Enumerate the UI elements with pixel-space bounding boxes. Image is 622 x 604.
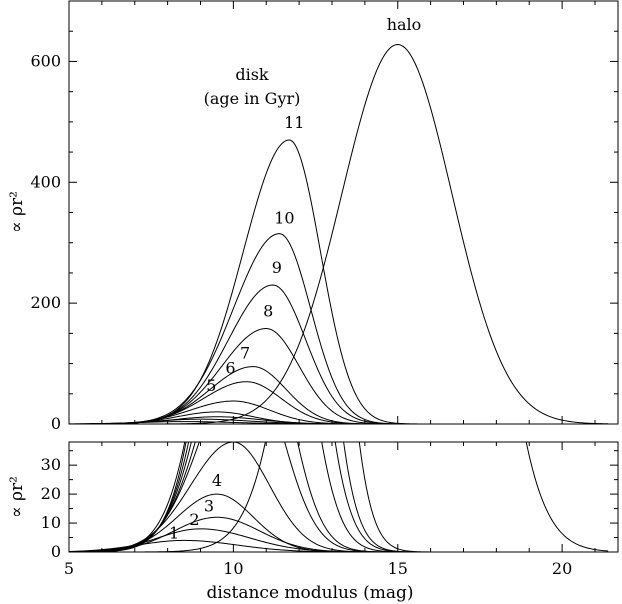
annotation-halo: halo	[387, 15, 422, 34]
lower-curves	[69, 442, 609, 552]
curve-label-5: 5	[206, 376, 216, 395]
series-line-lower-8	[69, 442, 609, 552]
upper-curves	[69, 44, 609, 424]
curve-label-lower-3: 3	[204, 496, 214, 515]
series-line-lower-9	[69, 442, 609, 552]
y-tick-label: 30	[41, 455, 61, 474]
annotation-age-in-gyr: (age in Gyr)	[204, 89, 301, 108]
upper-panel: 0 200 400 600 567 8 9 10 11 disk (age in Gyr) h…	[7, 0, 619, 433]
curve-label-7: 7	[240, 344, 250, 363]
series-line-halo	[69, 44, 609, 424]
y-tick-label: 400	[30, 172, 61, 191]
upper-curve-labels: 567 8 9 10 11	[206, 113, 304, 395]
y-tick-label: 200	[30, 293, 61, 312]
upper-y-axis-title: ∝ ρr²	[7, 191, 27, 233]
series-line-lower-6	[69, 442, 609, 552]
x-tick-label: 15	[388, 559, 408, 578]
series-line-lower-10	[69, 442, 609, 552]
series-line-11	[69, 139, 609, 424]
curve-label-10: 10	[274, 209, 294, 228]
series-line-10	[69, 233, 609, 424]
x-tick-label: 20	[552, 559, 572, 578]
curve-label-11: 11	[284, 113, 304, 132]
upper-ticks: 0 200 400 600	[30, 1, 618, 433]
series-line-lower-halo	[69, 442, 609, 552]
y-tick-label: 600	[30, 51, 61, 70]
series-line-9	[69, 284, 609, 424]
curve-label-6: 6	[225, 359, 235, 378]
series-line-lower-4	[69, 493, 609, 552]
curve-label-lower-4: 4	[212, 471, 222, 490]
lower-curve-labels: 123 4	[169, 471, 222, 542]
curve-label-lower-1: 1	[169, 523, 179, 542]
series-line-lower-2	[69, 528, 609, 552]
y-tick-label: 0	[51, 414, 61, 433]
curve-label-lower-2: 2	[189, 510, 199, 529]
annotation-disk: disk	[235, 65, 269, 84]
lower-panel: 5 10 15 20 0 10 20 30 123 4 ∝ ρr² distance modul…	[7, 441, 619, 603]
lower-ticks: 5 10 15 20 0 10 20 30	[41, 442, 618, 578]
curve-label-9: 9	[272, 258, 282, 277]
curve-label-8: 8	[263, 302, 273, 321]
y-tick-label: 20	[41, 484, 61, 503]
x-tick-label: 5	[64, 559, 74, 578]
x-tick-label: 10	[223, 559, 243, 578]
y-tick-label: 10	[41, 513, 61, 532]
x-axis-title: distance modulus (mag)	[206, 583, 413, 603]
series-line-lower-11	[69, 442, 609, 552]
lower-y-axis-title: ∝ ρr²	[7, 476, 27, 518]
series-line-6	[69, 381, 609, 424]
y-tick-label: 0	[51, 542, 61, 561]
series-line-lower-5	[69, 442, 609, 552]
